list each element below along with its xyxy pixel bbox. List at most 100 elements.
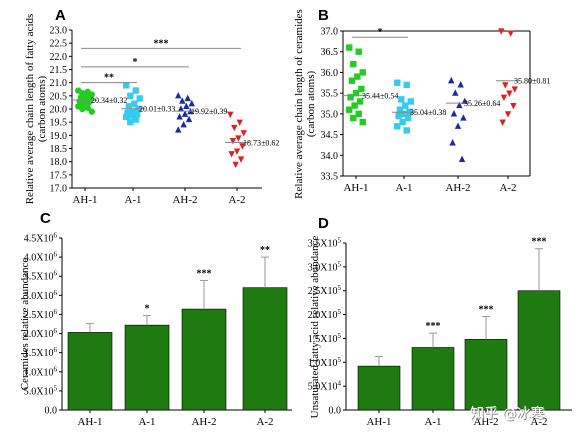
y-tick-label: 5.0X105	[24, 384, 58, 397]
y-tick-label: 3.5X105	[308, 237, 342, 250]
mean-label-a-2: 18.73±0.62	[243, 138, 279, 147]
y-tick-label: 36.5	[321, 47, 339, 58]
data-point-ah-2	[177, 105, 185, 112]
y-tick-exponent: 5	[338, 308, 342, 316]
y-tick-exponent: 6	[54, 327, 58, 335]
y-tick-label: 0.0	[329, 406, 342, 417]
y-tick-label: 1.5X106	[24, 346, 58, 359]
watermark-shadow: 知乎 @冰寒	[471, 406, 545, 423]
y-tick-label: 20.0	[50, 105, 68, 116]
y-tick-mantissa: 2.5X10	[24, 310, 54, 321]
x-category-label-ah-1: AH-1	[72, 194, 97, 206]
y-tick-label: 21.0	[50, 78, 68, 89]
data-point-ah-1	[354, 73, 361, 80]
y-axis-title-c: Ceramides relative abundance	[19, 258, 31, 391]
y-axis-title-line: Relative average chain length of ceramid…	[293, 9, 305, 199]
data-point-ah-1	[356, 98, 364, 105]
y-axis-title-line: Ceramides relative abundance	[19, 258, 31, 391]
data-point-a-2	[229, 138, 237, 145]
data-point-ah-2	[181, 110, 189, 117]
x-category-label-ah-1: AH-1	[366, 416, 391, 428]
data-point-ah-2	[180, 121, 187, 128]
data-point-a-2	[510, 102, 517, 110]
significance-label: ***	[154, 38, 169, 49]
data-point-ah-2	[179, 97, 186, 104]
y-tick-exponent: 6	[54, 270, 58, 278]
y-tick-mantissa: 5.0X10	[308, 382, 338, 393]
y-tick-exponent: 6	[54, 346, 58, 354]
data-point-a-1	[398, 96, 405, 103]
panel-letter-c: C	[40, 210, 51, 227]
y-tick-exponent: 5	[54, 384, 58, 392]
y-tick-label: 18.0	[50, 157, 68, 168]
data-point-ah-1	[359, 118, 366, 126]
y-tick-mantissa: 1.0X10	[308, 358, 338, 369]
data-point-ah-2	[458, 155, 466, 163]
data-point-ah-1	[350, 114, 357, 122]
data-point-ah-2	[176, 113, 183, 120]
data-point-a-1	[136, 95, 143, 102]
x-category-label-a-1: A-1	[395, 182, 412, 194]
y-tick-label: 4.0X106	[24, 251, 58, 264]
y-tick-exponent: 6	[54, 251, 58, 259]
data-point-ah-2	[460, 114, 467, 121]
data-point-ah-2	[188, 99, 195, 107]
bar-a-2	[242, 287, 288, 411]
x-category-label-a-1: A-1	[138, 416, 155, 428]
significance-label-a-1: *	[145, 304, 150, 315]
y-tick-label: 1.5X105	[308, 332, 342, 345]
data-point-ah-2	[450, 110, 458, 117]
y-tick-mantissa: 3.0X10	[24, 291, 54, 302]
y-tick-exponent: 6	[54, 365, 58, 373]
bar-a-1	[124, 324, 170, 411]
mean-label-ah-2: 35.26±0.64	[464, 99, 500, 108]
data-point-ah-2	[175, 126, 182, 133]
x-category-label-ah-2: AH-2	[473, 416, 498, 428]
y-tick-label: 1.0X105	[308, 356, 342, 369]
y-axis-title-line: (carbon atoms)	[305, 71, 317, 138]
data-point-a-2	[233, 148, 241, 155]
y-tick-label: 19.5	[50, 118, 68, 129]
x-category-label-a-1: A-1	[424, 416, 441, 428]
data-point-a-1	[403, 81, 410, 89]
y-tick-mantissa: 5.0X10	[24, 386, 54, 397]
data-point-ah-2	[449, 139, 456, 146]
y-tick-exponent: 5	[338, 284, 342, 292]
y-tick-label: 18.5	[50, 144, 68, 155]
panel-letter-d: D	[318, 215, 329, 232]
data-point-ah-1	[355, 110, 362, 118]
panel-c: C0.05.0X1051.0X1061.5X1062.0X1062.5X1063…	[19, 210, 292, 428]
significance-label-a-2: ***	[532, 237, 547, 248]
significance-label-a-1: ***	[426, 321, 441, 332]
watermark-text: 知乎 @冰寒	[470, 405, 544, 422]
data-point-a-2	[500, 94, 508, 102]
y-tick-label: 3.0X105	[308, 260, 342, 273]
data-point-a-2	[231, 124, 238, 132]
data-point-a-1	[132, 87, 139, 94]
data-point-ah-1	[350, 60, 357, 68]
bar-ah-2	[464, 339, 508, 411]
bar-a-1	[411, 347, 455, 411]
data-point-a-1	[124, 109, 131, 117]
data-point-a-2	[499, 119, 506, 126]
data-point-a-2	[239, 143, 246, 150]
significance-label-ah-2: ***	[197, 268, 212, 279]
data-point-ah-1	[359, 69, 366, 76]
data-point-ah-1	[347, 94, 354, 101]
y-tick-label: 3.0X106	[24, 289, 58, 302]
data-point-ah-1	[80, 100, 87, 107]
data-point-ah-1	[355, 48, 362, 55]
significance-label-ah-2: ***	[479, 304, 494, 315]
data-point-a-1	[395, 112, 402, 120]
y-tick-mantissa: 3.5X10	[24, 272, 54, 283]
y-tick-label: 34.0	[321, 151, 339, 162]
y-tick-label: 2.5X105	[308, 284, 342, 297]
y-tick-label: 20.5	[50, 91, 68, 102]
data-point-a-2	[236, 119, 243, 126]
y-tick-exponent: 5	[338, 260, 342, 268]
x-category-label-a-1: A-1	[124, 194, 141, 206]
x-category-label-a-2: A-2	[256, 416, 273, 428]
x-category-label-ah-2: AH-2	[172, 194, 197, 206]
y-tick-label: 22.0	[50, 52, 68, 63]
y-tick-exponent: 5	[338, 332, 342, 340]
